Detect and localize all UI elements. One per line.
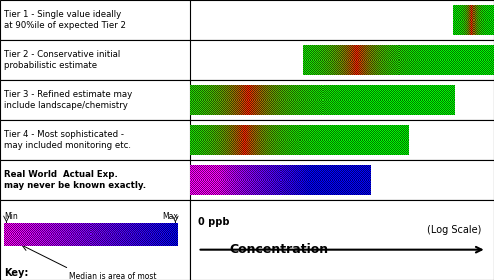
Bar bbox=[190, 200, 494, 280]
Bar bbox=[0, 200, 190, 280]
Bar bbox=[0, 40, 494, 80]
Text: Max: Max bbox=[162, 212, 178, 221]
Text: Tier 3 - Refined estimate may
include landscape/chemistry: Tier 3 - Refined estimate may include la… bbox=[4, 90, 132, 110]
Bar bbox=[0, 0, 494, 40]
Text: Tier 4 - Most sophisticated -
may included monitoring etc.: Tier 4 - Most sophisticated - may includ… bbox=[4, 130, 131, 150]
Bar bbox=[0, 80, 494, 120]
Text: Median is area of most
intense color: Median is area of most intense color bbox=[69, 272, 157, 280]
Text: Tier 2 - Conservative initial
probabilistic estimate: Tier 2 - Conservative initial probabilis… bbox=[4, 50, 120, 70]
Text: Concentration: Concentration bbox=[230, 243, 329, 256]
Text: Min: Min bbox=[4, 212, 18, 221]
Text: Real World  Actual Exp.
may never be known exactly.: Real World Actual Exp. may never be know… bbox=[4, 171, 146, 190]
Text: Key:: Key: bbox=[4, 268, 28, 278]
Bar bbox=[0, 120, 494, 160]
Bar bbox=[0, 160, 494, 200]
Text: Tier 1 - Single value ideally
at 90%ile of expected Tier 2: Tier 1 - Single value ideally at 90%ile … bbox=[4, 10, 126, 30]
Text: 0 ppb: 0 ppb bbox=[198, 217, 229, 227]
Text: (Log Scale): (Log Scale) bbox=[427, 225, 482, 235]
